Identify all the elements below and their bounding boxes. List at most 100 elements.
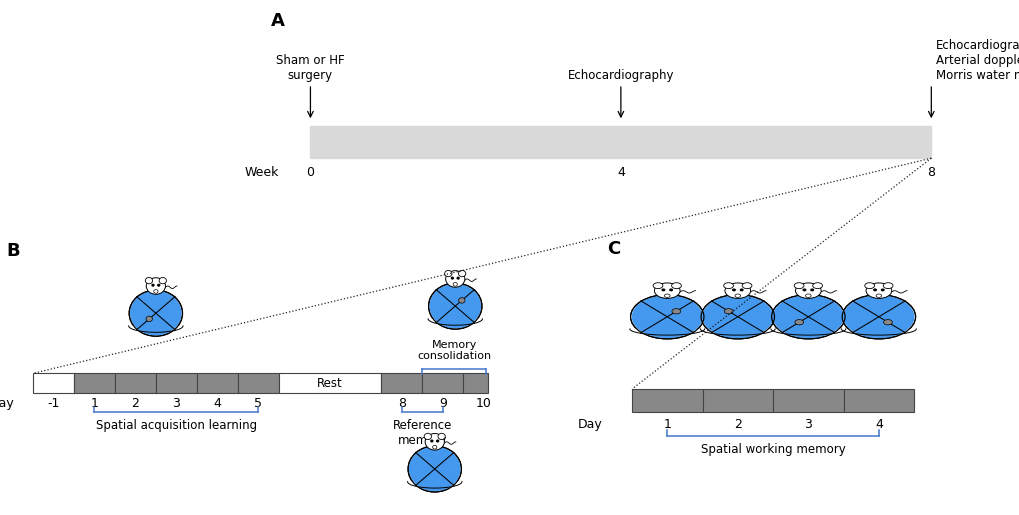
Circle shape <box>663 294 669 298</box>
Bar <box>463 373 487 393</box>
Text: Spatial acquisition learning: Spatial acquisition learning <box>96 419 257 432</box>
Text: Spatial working memory: Spatial working memory <box>700 443 845 456</box>
Circle shape <box>843 295 914 338</box>
Bar <box>237 373 278 393</box>
Circle shape <box>805 294 810 298</box>
Text: 8: 8 <box>926 166 934 179</box>
Bar <box>422 373 463 393</box>
Text: Day: Day <box>577 418 602 431</box>
Circle shape <box>428 283 481 329</box>
Circle shape <box>631 295 702 338</box>
Text: B: B <box>6 243 19 261</box>
Circle shape <box>129 290 182 336</box>
Circle shape <box>409 447 461 491</box>
Text: Rest: Rest <box>317 376 342 390</box>
Circle shape <box>865 283 891 298</box>
Bar <box>115 373 156 393</box>
Circle shape <box>772 295 843 338</box>
Text: -1: -1 <box>47 397 59 410</box>
Circle shape <box>630 295 703 339</box>
Bar <box>702 389 772 413</box>
Text: 4: 4 <box>874 418 882 431</box>
Circle shape <box>722 283 733 288</box>
Text: 3: 3 <box>804 418 811 431</box>
Circle shape <box>742 283 751 288</box>
Bar <box>278 373 381 393</box>
Circle shape <box>451 277 452 279</box>
Circle shape <box>145 278 153 284</box>
Circle shape <box>802 289 805 290</box>
Text: 0: 0 <box>306 166 314 179</box>
Circle shape <box>661 289 664 290</box>
Circle shape <box>445 271 465 287</box>
Circle shape <box>880 289 883 290</box>
Circle shape <box>735 294 740 298</box>
Bar <box>197 373 237 393</box>
Circle shape <box>459 270 466 277</box>
Bar <box>772 389 843 413</box>
Text: 1: 1 <box>662 418 671 431</box>
Circle shape <box>700 295 773 339</box>
Text: Day: Day <box>0 397 14 410</box>
Bar <box>381 373 422 393</box>
Text: 4: 4 <box>213 397 221 410</box>
Circle shape <box>432 445 436 449</box>
Text: Reference
memory: Reference memory <box>392 419 451 447</box>
Text: 2: 2 <box>733 418 741 431</box>
Text: Echocardiography
Arterial doppler
Morris water maze test: Echocardiography Arterial doppler Morris… <box>934 39 1019 81</box>
Circle shape <box>740 289 742 290</box>
Text: 3: 3 <box>172 397 180 410</box>
Text: 8: 8 <box>397 397 406 410</box>
Text: A: A <box>270 12 284 30</box>
Bar <box>310 126 930 158</box>
Text: 1: 1 <box>91 397 98 410</box>
Circle shape <box>652 283 662 288</box>
Circle shape <box>725 283 750 298</box>
Circle shape <box>842 295 915 339</box>
Text: Memory
consolidation: Memory consolidation <box>417 340 491 362</box>
Text: 5: 5 <box>254 397 262 410</box>
Circle shape <box>795 283 820 298</box>
Circle shape <box>159 278 166 284</box>
Text: 2: 2 <box>131 397 140 410</box>
Bar <box>632 389 702 413</box>
Text: C: C <box>606 241 620 258</box>
Circle shape <box>669 289 672 290</box>
Circle shape <box>444 270 451 277</box>
Circle shape <box>437 433 445 440</box>
Circle shape <box>408 446 461 492</box>
Circle shape <box>146 278 165 294</box>
Circle shape <box>671 283 681 288</box>
Circle shape <box>875 294 880 298</box>
Circle shape <box>812 283 821 288</box>
Circle shape <box>430 440 432 442</box>
Circle shape <box>672 308 680 314</box>
Circle shape <box>154 289 158 293</box>
Circle shape <box>771 295 844 339</box>
Circle shape <box>158 284 160 286</box>
Circle shape <box>424 433 431 440</box>
Bar <box>33 373 73 393</box>
Circle shape <box>452 283 457 286</box>
Text: Sham or HF
surgery: Sham or HF surgery <box>276 54 344 81</box>
Circle shape <box>459 298 465 303</box>
Text: Echocardiography: Echocardiography <box>567 68 674 81</box>
Circle shape <box>732 289 735 290</box>
Circle shape <box>129 291 181 335</box>
Circle shape <box>429 284 481 329</box>
Text: Week: Week <box>245 166 279 179</box>
Circle shape <box>873 289 875 290</box>
Circle shape <box>436 440 438 442</box>
Circle shape <box>723 308 733 314</box>
Text: 4: 4 <box>616 166 625 179</box>
Circle shape <box>882 320 892 325</box>
Circle shape <box>425 434 444 450</box>
Text: 10: 10 <box>476 397 491 410</box>
Circle shape <box>810 289 813 290</box>
Circle shape <box>146 316 152 322</box>
Circle shape <box>882 283 893 288</box>
Bar <box>843 389 913 413</box>
Circle shape <box>701 295 772 338</box>
Bar <box>156 373 197 393</box>
Circle shape <box>794 283 803 288</box>
